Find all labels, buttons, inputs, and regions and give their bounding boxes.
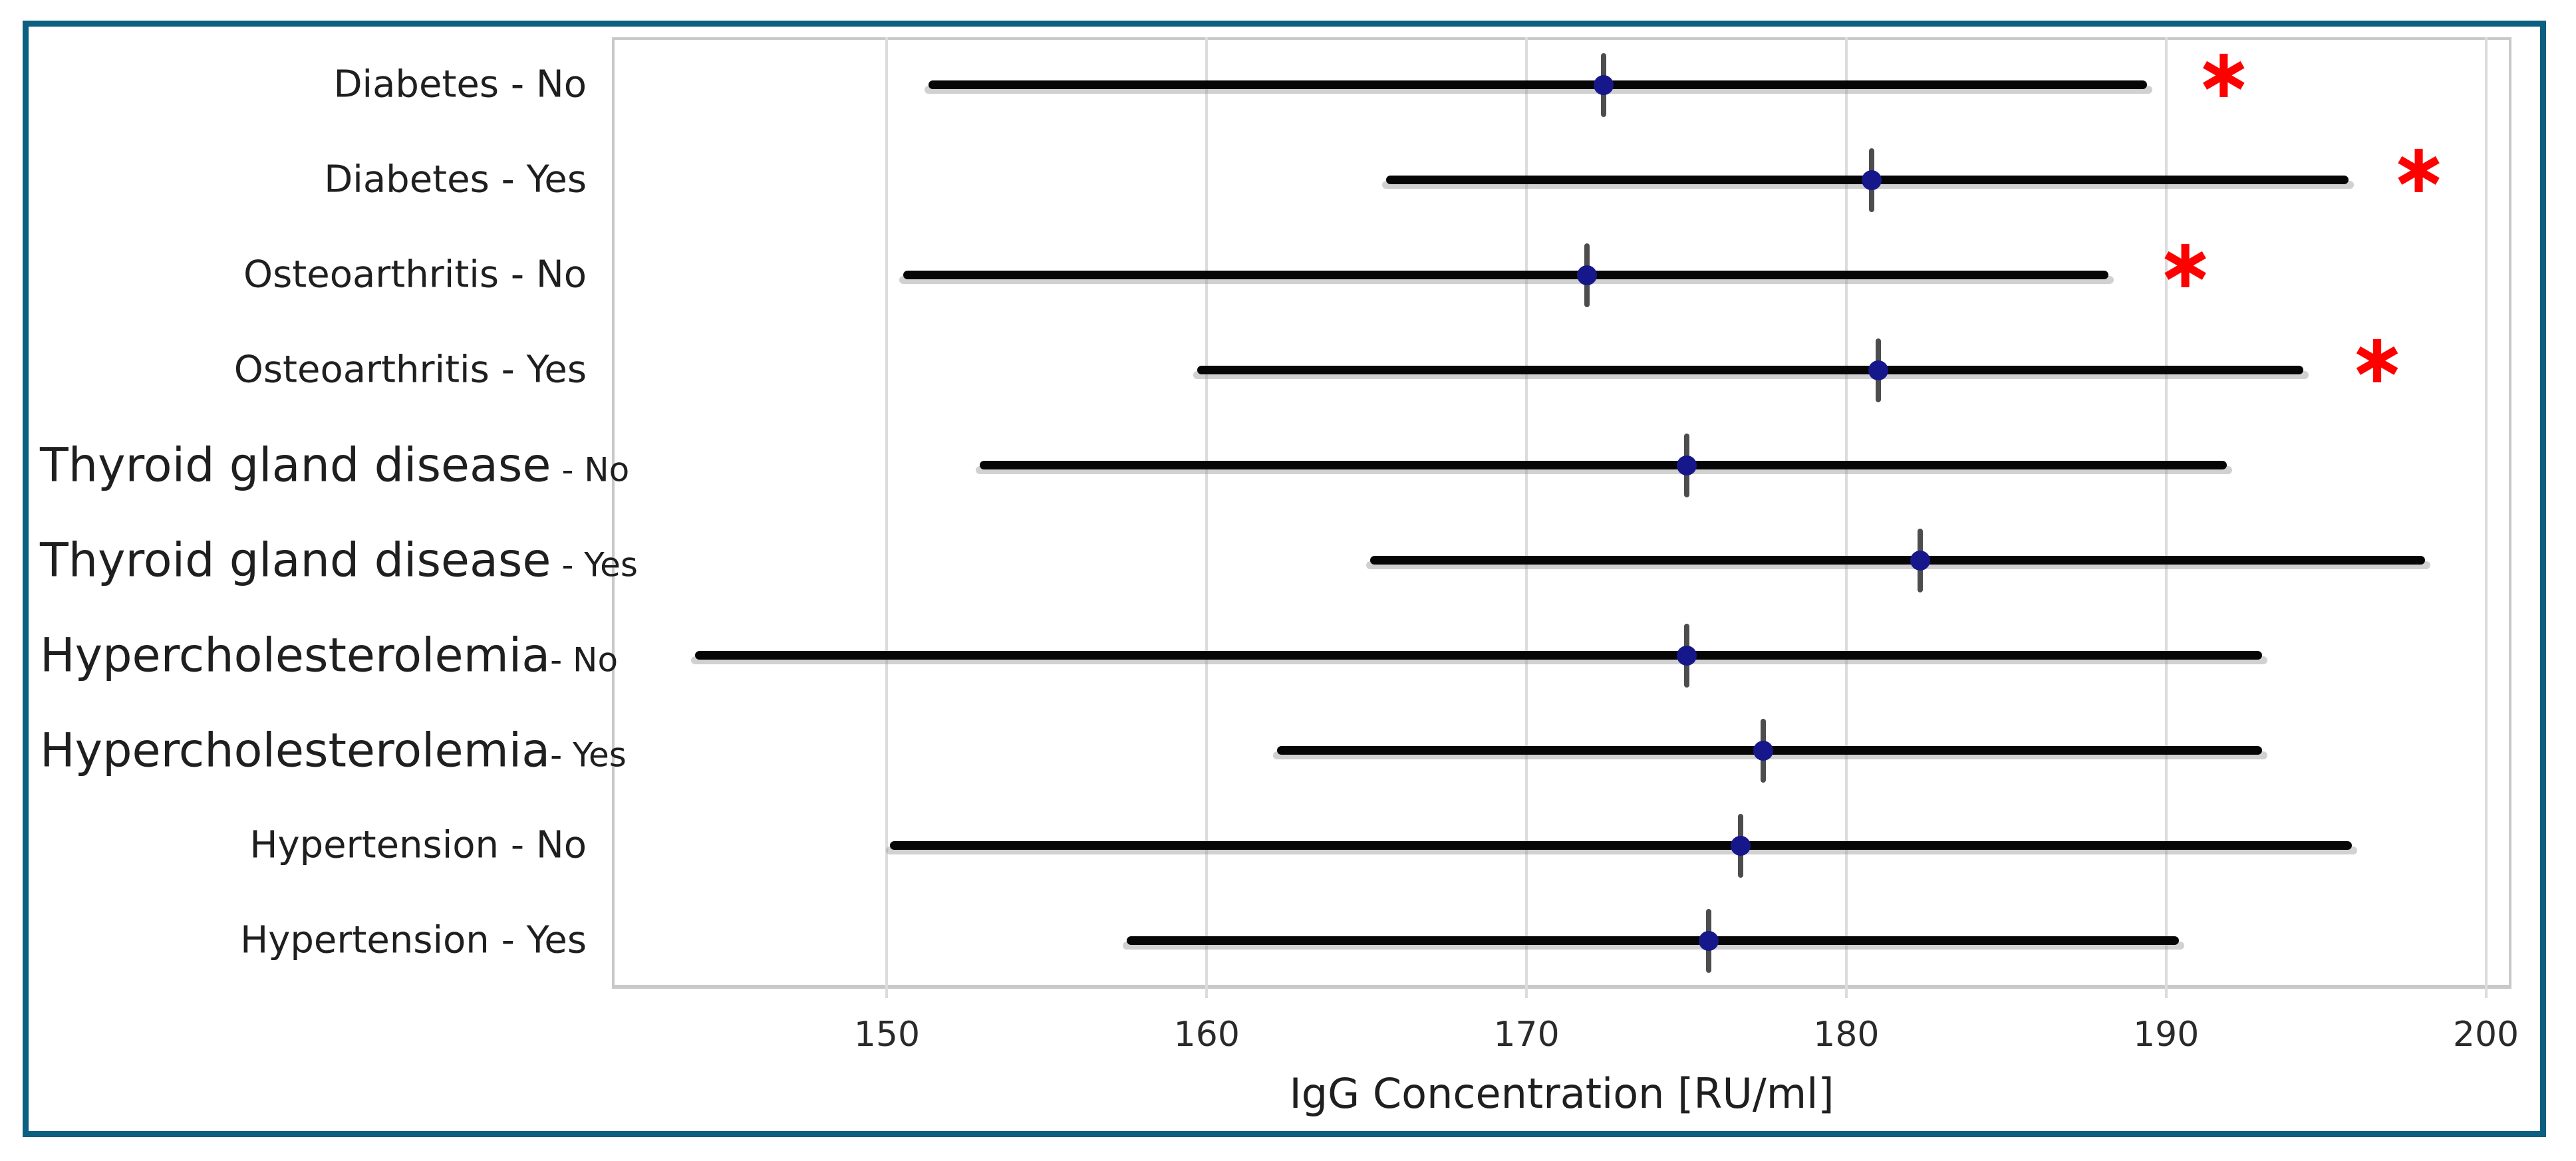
row-label: Osteoarthritis - No <box>40 255 587 295</box>
x-tick <box>1525 989 1528 998</box>
row-label-level: - Yes <box>489 919 587 963</box>
row-label-level: - Yes <box>489 348 587 392</box>
row-label-group: Thyroid gland disease <box>40 438 551 493</box>
row-label-group: Diabetes <box>333 63 500 106</box>
x-tick <box>1844 989 1848 998</box>
x-tick-label: 190 <box>2133 1015 2200 1055</box>
mean-marker <box>1577 265 1598 285</box>
ci-bar <box>1197 365 2304 374</box>
x-tick-label: 200 <box>2452 1015 2519 1055</box>
row-label: Hypertension - No <box>40 823 587 867</box>
ci-bar <box>979 460 2227 469</box>
x-tick <box>2484 989 2488 998</box>
row-label-group: Diabetes <box>324 158 490 201</box>
ci-bar <box>695 651 2262 660</box>
x-tick-label: 180 <box>1813 1015 1880 1055</box>
ci-bar <box>890 841 2352 850</box>
mean-marker <box>1753 741 1773 761</box>
mean-marker <box>1593 74 1614 95</box>
row-label: Hypercholesterolemia- No <box>40 628 618 683</box>
x-tick-label: 150 <box>853 1015 921 1055</box>
x-tick <box>1205 989 1209 998</box>
row-label-group: Hypertension <box>240 919 490 963</box>
row-label-level: - No <box>551 450 630 489</box>
row-label-group: Thyroid gland disease <box>40 533 551 588</box>
grid-line <box>2164 37 2168 989</box>
ci-bar <box>903 270 2109 279</box>
row-label-level: - No <box>550 640 619 680</box>
significance-star: ∗ <box>2156 222 2215 304</box>
mean-marker <box>1868 360 1888 380</box>
grid-line <box>1205 37 1209 989</box>
row-label-level: - Yes <box>489 158 587 201</box>
grid-line <box>1525 37 1528 989</box>
x-axis-title: IgG Concentration [RU/ml] <box>1289 1069 1834 1118</box>
x-tick-label: 160 <box>1173 1015 1240 1055</box>
row-label-level: - No <box>499 823 587 867</box>
row-label: Diabetes - No <box>40 63 587 106</box>
plot-area <box>612 37 2511 989</box>
row-label-group: Osteoarthritis <box>233 348 490 392</box>
row-label-level: - No <box>499 253 587 297</box>
ci-bar <box>1369 556 2426 565</box>
mean-marker <box>1910 551 1930 571</box>
row-label-group: Hypercholesterolemia <box>40 628 551 683</box>
mean-marker <box>1676 646 1697 666</box>
row-label-group: Hypertension <box>249 823 500 867</box>
grid-line <box>2484 37 2488 989</box>
significance-star: ∗ <box>2194 32 2253 114</box>
x-tick-label: 170 <box>1493 1015 1560 1055</box>
row-label: Diabetes - Yes <box>40 160 587 199</box>
significance-star: ∗ <box>2348 317 2406 399</box>
ci-bar <box>929 80 2147 89</box>
mean-marker <box>1731 836 1751 856</box>
row-label-level: - Yes <box>551 545 638 584</box>
row-label: Osteoarthritis - Yes <box>40 350 587 390</box>
x-tick <box>885 989 889 998</box>
row-label: Hypercholesterolemia- Yes <box>40 726 627 776</box>
significance-star: ∗ <box>2389 127 2448 209</box>
row-label-group: Hypercholesterolemia <box>40 723 551 778</box>
row-label-level: - Yes <box>550 735 627 775</box>
ci-bar <box>1127 936 2179 946</box>
grid-line <box>885 37 889 989</box>
mean-marker <box>1862 170 1882 190</box>
row-label: Thyroid gland disease - No <box>40 438 629 493</box>
row-label-group: Osteoarthritis <box>243 253 500 297</box>
mean-marker <box>1676 455 1697 475</box>
grid-line <box>1844 37 1848 989</box>
x-tick <box>2164 989 2168 998</box>
row-label: Thyroid gland disease - Yes <box>40 533 638 588</box>
row-label: Hypertension - Yes <box>40 919 587 963</box>
mean-marker <box>1699 931 1719 952</box>
row-label-level: - No <box>499 63 587 106</box>
